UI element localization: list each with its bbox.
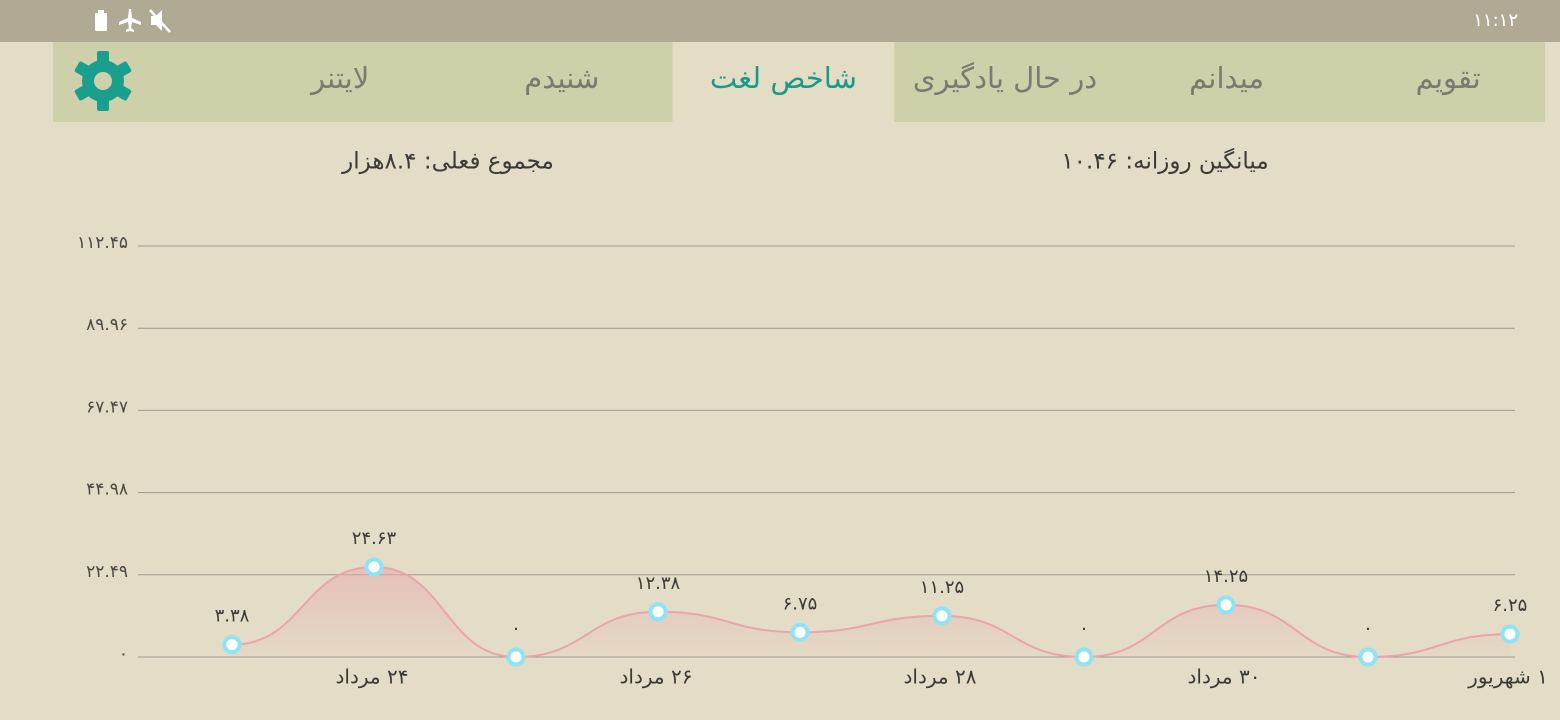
value-label: ۶.۷۵ [783,593,818,614]
airplane-icon [119,9,141,32]
status-icons [95,9,171,33]
value-label: ۱۲.۳۸ [636,573,681,594]
y-tick-label: ۶۷.۴۷ [86,397,128,417]
x-tick-label: ۲۶ مرداد [620,665,693,689]
x-tick-label: ۳۰ مرداد [1188,665,1261,689]
current-total: مجموع فعلی: ۸.۴هزار [341,149,554,175]
x-tick-label: ۱ شهریور [1467,665,1548,689]
y-tick-label: ۸۹.۹۶ [86,315,128,335]
mute-slash [149,9,171,33]
y-tick-label: ۱۱۲.۴۵ [77,233,128,253]
battery-icon [95,13,107,31]
point-marker [932,606,952,626]
point-marker [1216,595,1236,615]
point-marker [648,602,668,622]
tab-active[interactable]: شاخص لغت [710,61,857,95]
tab[interactable]: تقویم [1416,61,1481,96]
tab[interactable]: شنیدم [524,61,599,95]
tab[interactable]: لایتنر [309,61,369,95]
y-tick-label: ۴۴.۹۸ [86,480,128,500]
value-label: ۰ [1079,618,1089,639]
x-tick-label: ۲۸ مرداد [904,665,977,689]
value-label: ۰ [511,618,521,639]
point-marker [364,557,384,577]
mute-icon [151,10,162,31]
point-marker [1358,647,1378,667]
tab[interactable]: میدانم [1189,61,1264,96]
settings-button[interactable] [74,51,132,111]
status-time: ۱۱:۱۲ [1473,10,1518,31]
active-tab-background [672,42,895,122]
line [231,565,1511,659]
value-label: ۱۱.۲۵ [920,577,964,598]
value-label: ۲۴.۶۳ [352,528,397,549]
value-label: ۶.۲۵ [1493,595,1528,616]
tabs: تقویم میدانم در حال یادگیری شاخص لغت شنیدم لا… [309,42,1481,122]
x-tick-label: ۲۴ مرداد [336,665,409,689]
point-marker [222,635,242,655]
battery-cap [98,10,104,14]
area [232,566,1510,657]
chart: ۰ ۲۲.۴۹ ۴۴.۹۸ ۶۷.۴۷ ۸۹.۹۶ ۱۱۲.۴۵ ۳.۳۸ ۲۴.۶۳ ۲۴ م… [77,233,1548,689]
point-marker [506,647,526,667]
point-marker [1074,647,1094,667]
status-bar [0,0,1560,42]
y-tick-label: ۰ [119,644,128,664]
point-marker [790,622,810,642]
value-label: ۱۴.۲۵ [1204,566,1248,587]
value-label: ۳.۳۸ [215,606,250,627]
daily-average: میانگین روزانه: ۱۰.۴۶ [1061,148,1268,175]
y-tick-label: ۲۲.۴۹ [86,562,128,582]
tab[interactable]: در حال یادگیری [913,61,1097,95]
gear-hole [94,72,112,90]
value-label: ۰ [1363,618,1373,639]
point-marker [1500,624,1520,644]
